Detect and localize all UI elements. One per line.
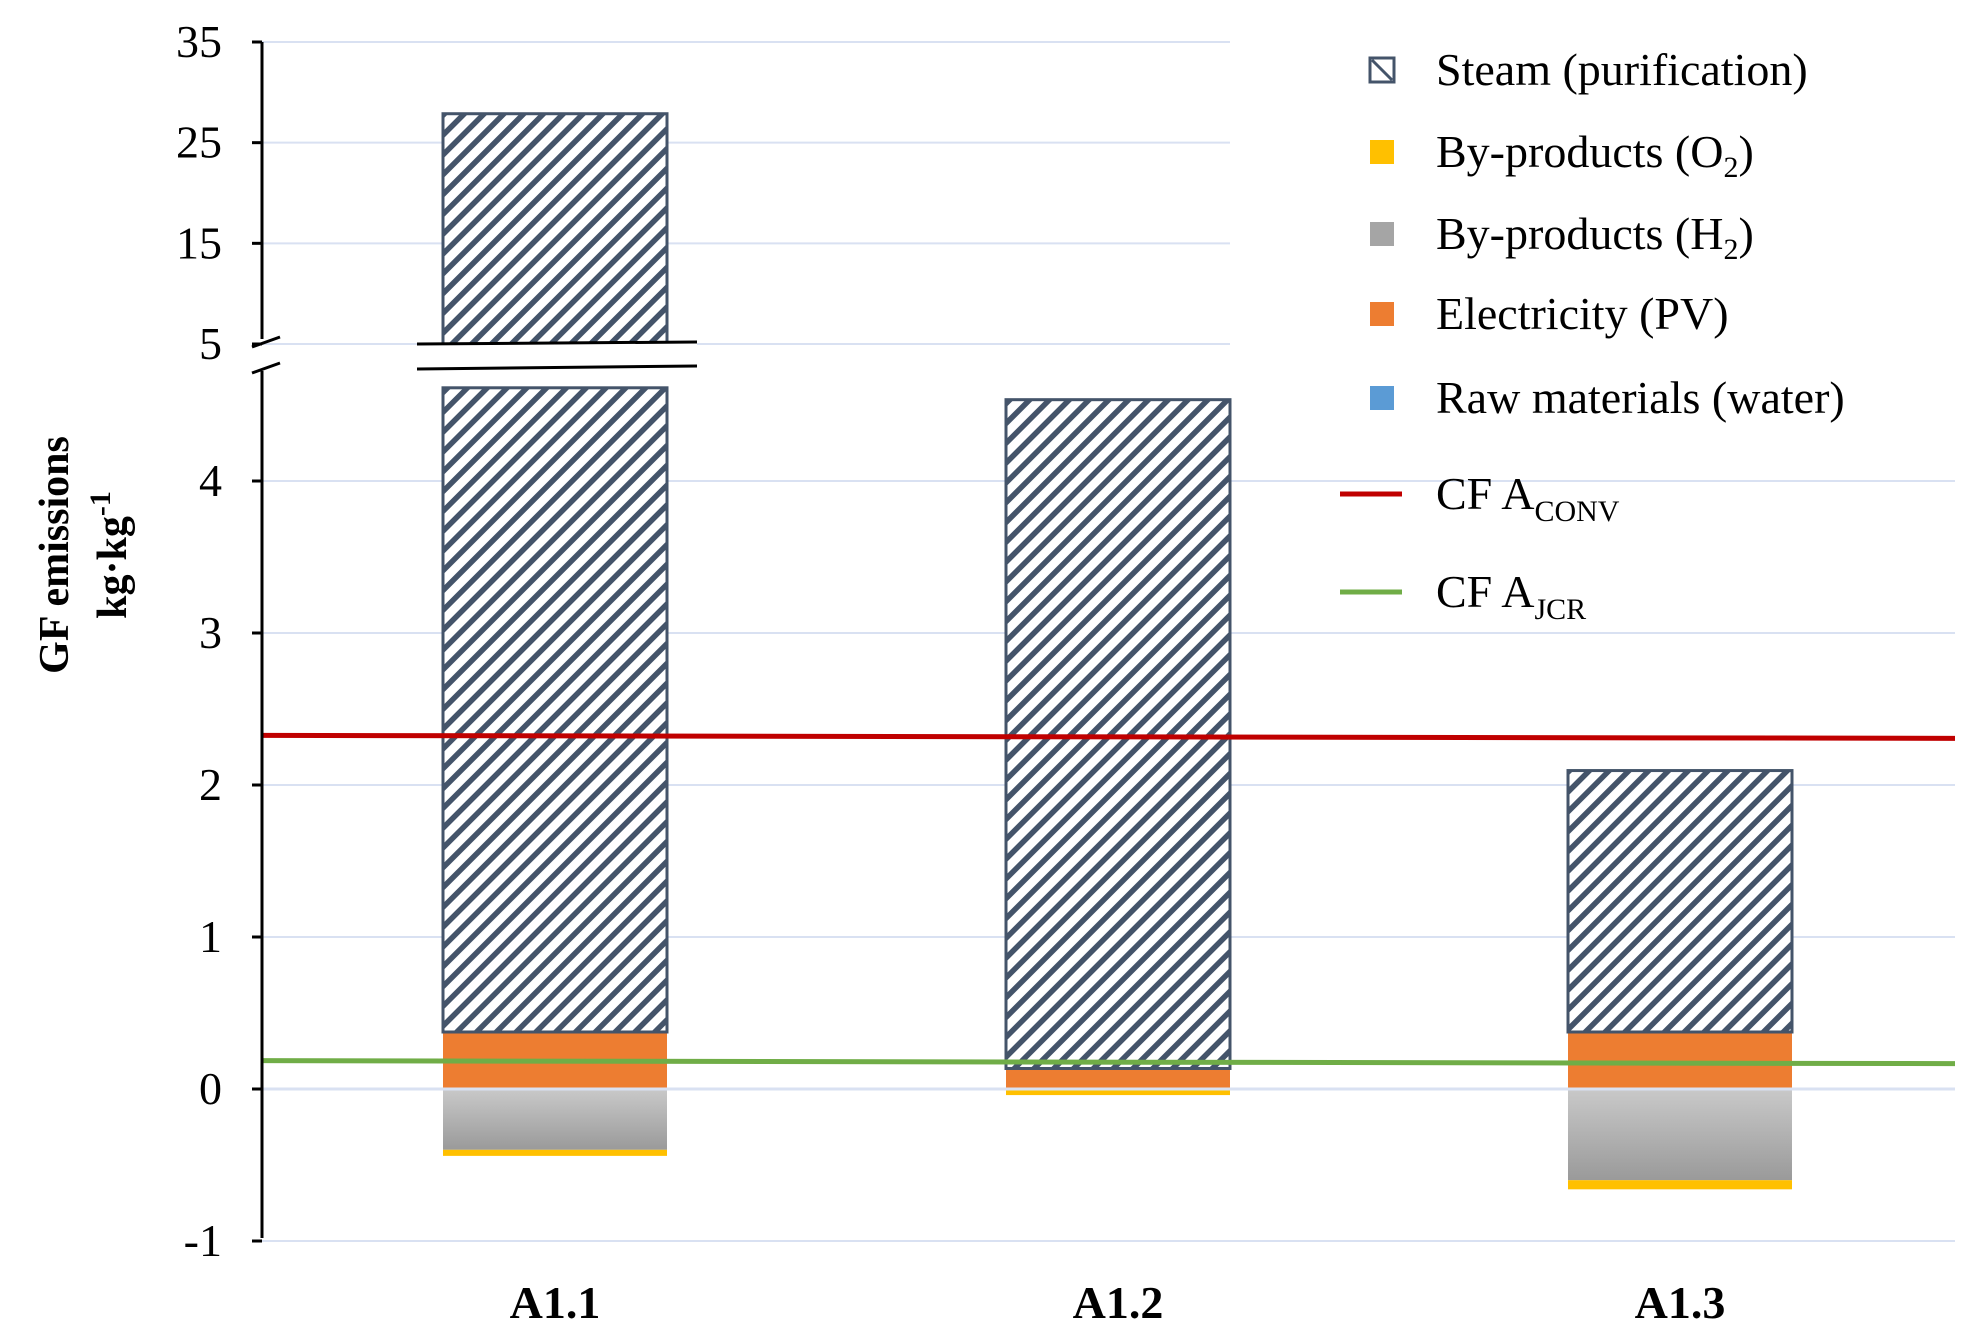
bar-segment-steam — [1004, 398, 1232, 1070]
y-axis-title-line2: kg·kg-1 — [84, 491, 136, 619]
y-tick-label: 15 — [176, 217, 222, 268]
bar-segment-electricity — [1006, 1068, 1230, 1089]
bar-break-line-top — [416, 340, 698, 346]
y-tick-label: 4 — [199, 455, 222, 506]
bars — [262, 112, 1955, 1190]
y-tick-labels: -1 0 1 2 3 4 5 15 25 35 — [176, 16, 262, 1266]
legend-swatch — [1370, 140, 1394, 164]
x-category-label: A1.1 — [510, 1277, 601, 1328]
bar-segment-byproduct-o2 — [1006, 1089, 1230, 1096]
bar-break-gap — [417, 342, 697, 369]
y-tick-label: 5 — [199, 318, 222, 369]
legend-entry: CF AJCR — [1340, 566, 1586, 626]
y-tick-label: 25 — [176, 117, 222, 168]
x-category-label: A1.3 — [1635, 1277, 1726, 1328]
ref-line-cf-aconv — [261, 732, 1956, 741]
y-axis-title: GF emissions kg·kg-1 — [32, 436, 136, 674]
y-tick-label: 3 — [199, 607, 222, 658]
legend-label: CF AJCR — [1436, 566, 1586, 626]
bar-segment-byproduct-o2 — [443, 1149, 667, 1156]
legend-label: CF ACONV — [1436, 468, 1620, 528]
category-labels: A1.1 A1.2 A1.3 — [510, 1277, 1726, 1328]
y-tick-label: -1 — [184, 1215, 222, 1266]
legend-entry: Electricity (PV) — [1370, 288, 1729, 339]
bar-break-line-bottom — [416, 364, 698, 371]
legend-entry: CF ACONV — [1340, 468, 1620, 528]
bar-segment-byproduct-h2 — [443, 1089, 667, 1150]
bar-segment-steam — [441, 386, 669, 1034]
legend-swatch — [1370, 222, 1394, 246]
y-axis-title-line1: GF emissions — [32, 436, 78, 674]
legend-label: Steam (purification) — [1436, 44, 1808, 95]
legend-swatch-hatch — [1370, 58, 1394, 82]
legend-entry: Raw materials (water) — [1370, 372, 1845, 423]
legend-entry: Steam (purification) — [1368, 44, 1808, 95]
y-axis — [251, 42, 281, 1238]
y-tick-label: 2 — [199, 759, 222, 810]
legend: Steam (purification) By-products (O2) By-p… — [1340, 44, 1845, 626]
legend-label: By-products (H2) — [1436, 208, 1754, 266]
y-tick-label: 1 — [199, 911, 222, 962]
x-category-label: A1.2 — [1073, 1277, 1164, 1328]
y-tick-label: 35 — [176, 16, 222, 67]
bar-segment-electricity — [1568, 1032, 1792, 1089]
bar-segment-byproduct-o2 — [1568, 1180, 1792, 1190]
legend-label: Raw materials (water) — [1436, 372, 1845, 423]
legend-label: Electricity (PV) — [1436, 288, 1729, 339]
legend-swatch — [1370, 386, 1394, 410]
legend-entry: By-products (O2) — [1370, 126, 1754, 184]
bar-segment-steam-upper — [441, 112, 669, 346]
ref-line-cf-ajcr — [261, 1058, 1956, 1067]
bar-segment-steam — [1566, 769, 1794, 1034]
legend-label: By-products (O2) — [1436, 126, 1754, 184]
bar-segment-byproduct-h2 — [1568, 1089, 1792, 1181]
reference-lines — [261, 732, 1956, 1067]
legend-entry: By-products (H2) — [1370, 208, 1754, 266]
y-tick-label: 0 — [199, 1063, 222, 1114]
legend-swatch — [1370, 302, 1394, 326]
axis-break-mark-bottom — [251, 361, 281, 375]
